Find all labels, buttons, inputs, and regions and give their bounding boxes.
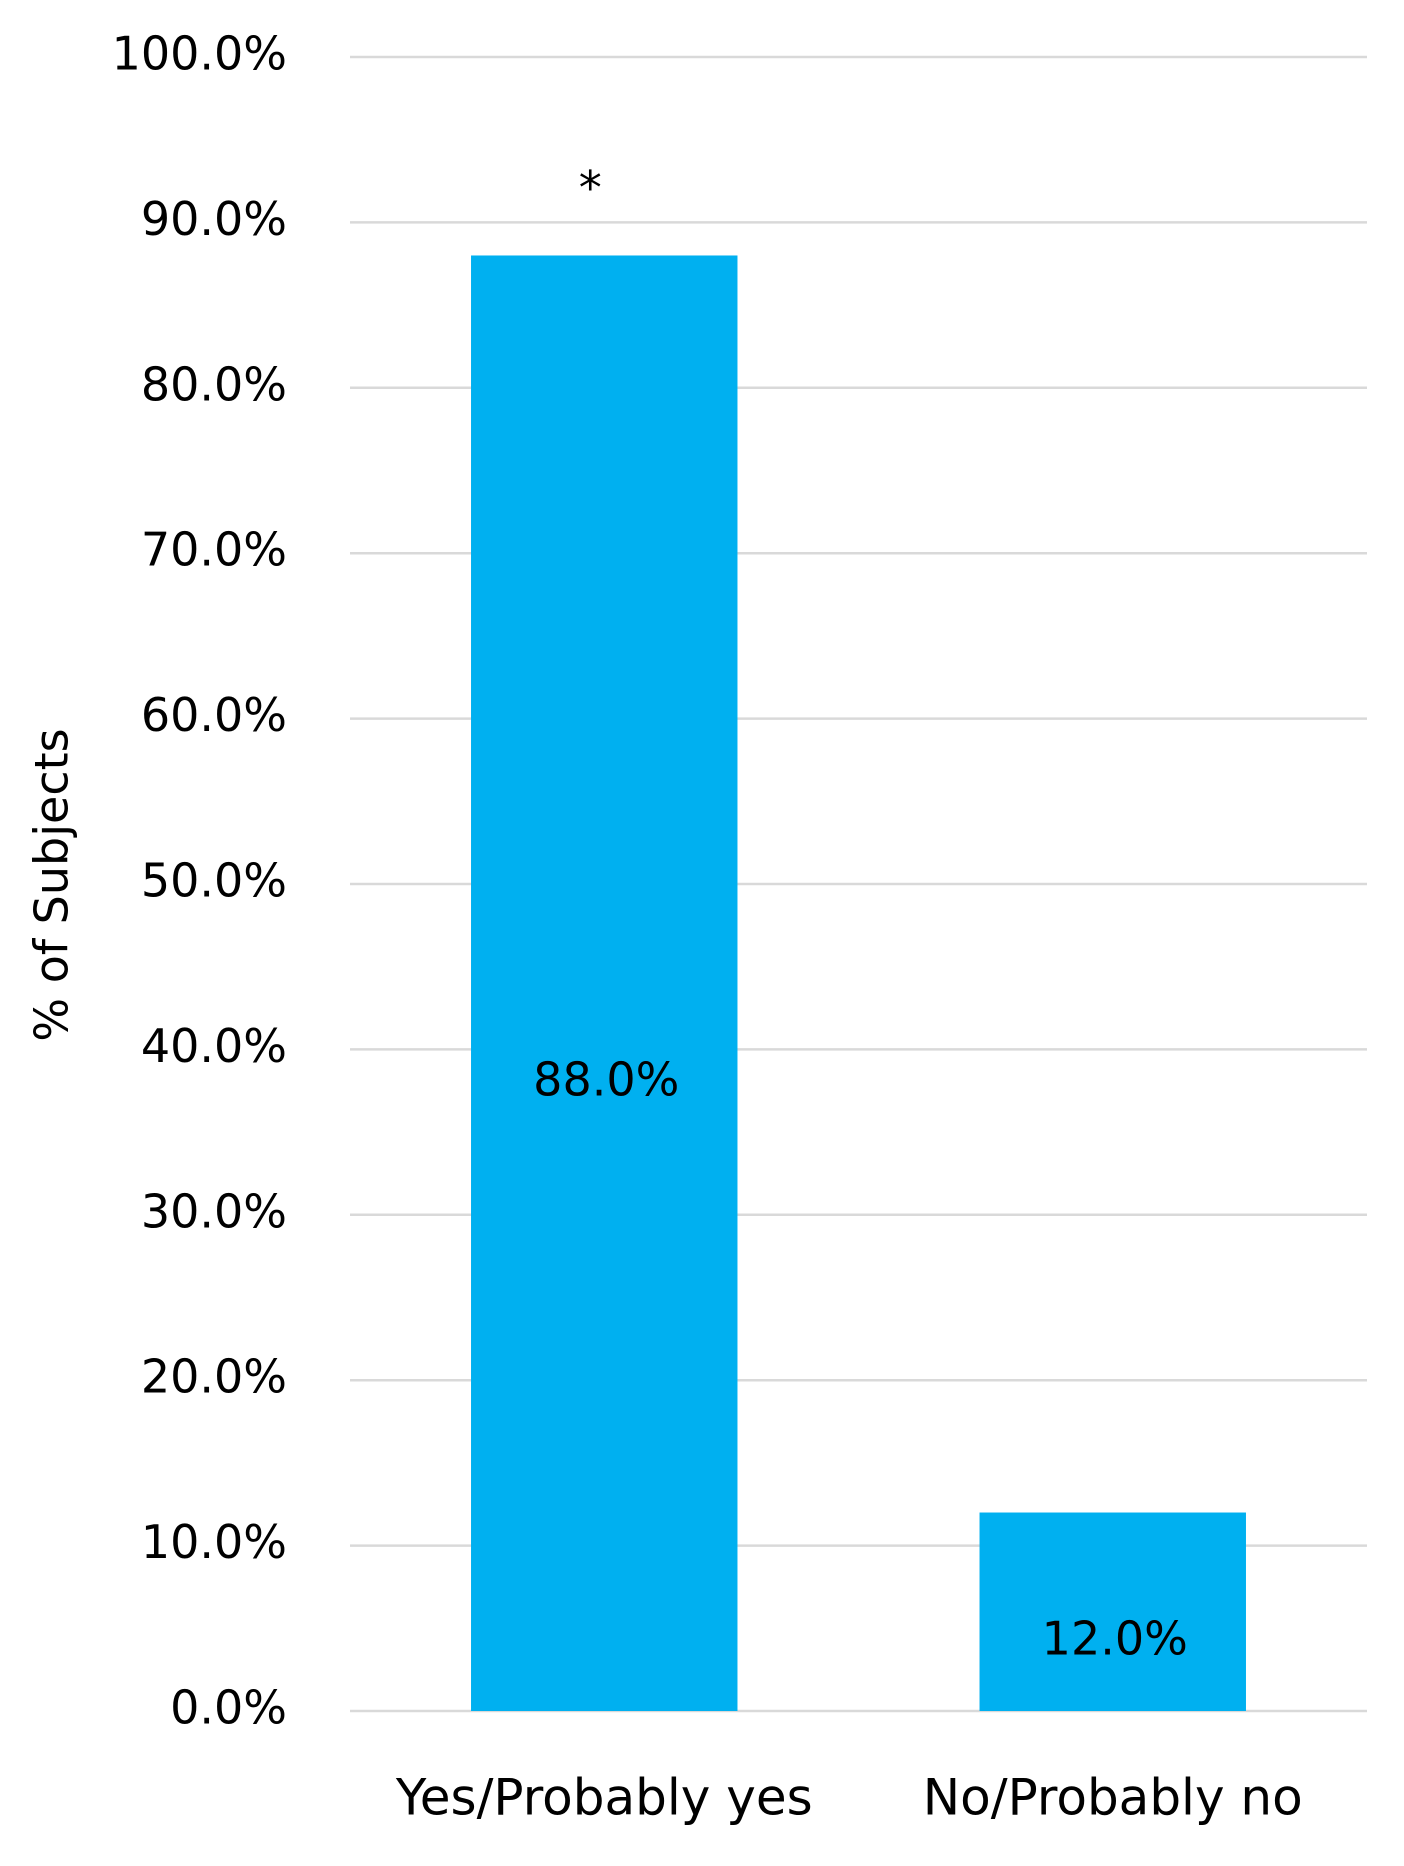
y-tick-label: 50.0% <box>141 854 287 908</box>
y-tick-label: 20.0% <box>141 1350 287 1404</box>
y-tick-label: 10.0% <box>141 1515 287 1569</box>
y-tick-label: 30.0% <box>141 1184 287 1238</box>
value-label: 12.0% <box>1042 1611 1188 1665</box>
y-tick-label: 90.0% <box>141 192 287 246</box>
y-tick-label: 100.0% <box>112 27 287 81</box>
y-tick-label: 0.0% <box>170 1681 287 1735</box>
x-tick-label: Yes/Probably yes <box>395 1769 813 1827</box>
value-label: 88.0% <box>533 1053 679 1107</box>
y-tick-label: 80.0% <box>141 357 287 411</box>
bar <box>471 255 738 1712</box>
x-tick-label: No/Probably no <box>923 1769 1303 1827</box>
bar <box>979 1512 1246 1711</box>
y-tick-label: 70.0% <box>141 523 287 577</box>
y-tick-label: 40.0% <box>141 1019 287 1073</box>
y-axis-label: % of Subjects <box>25 728 79 1041</box>
annotation: * <box>579 161 602 215</box>
y-tick-label: 60.0% <box>141 688 287 742</box>
